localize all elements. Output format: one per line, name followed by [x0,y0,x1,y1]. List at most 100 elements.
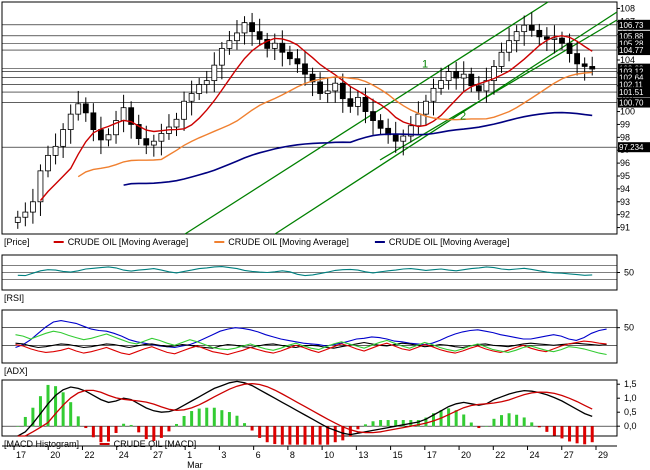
x-tick-label: 13 [358,450,368,460]
macd-histogram-bar [431,413,435,427]
candle [453,71,460,79]
macd-tick-label: 1,0 [624,393,637,403]
macd-histogram-bar [530,422,534,427]
x-tick-label: 8 [290,450,295,460]
macd-histogram-bar [159,426,163,438]
macd-histogram-bar [363,424,367,427]
candle [589,66,596,70]
price-level-label: 104.77 [619,46,644,55]
candle [67,113,74,130]
candle [551,37,558,40]
x-tick-label: 20 [461,450,471,460]
macd-histogram-bar [583,426,587,445]
price-tick-label: 108 [620,3,635,13]
x-tick-label: 17 [427,450,437,460]
rsi-tick-label: 50 [624,268,634,278]
macd-histogram-bar [447,408,451,427]
candle [574,53,581,65]
candle [279,42,286,53]
candle [460,73,467,79]
candle [226,40,233,49]
macd-histogram-bar [61,392,65,427]
ma-fast-line [39,34,593,201]
price-tick-label: 99 [620,119,630,129]
candle [29,201,36,213]
candle [256,31,263,40]
legend-item: [RSI] [4,293,24,303]
macd-histogram-bar [182,415,186,427]
x-tick-label: 22 [84,450,94,460]
macd-histogram-bar [288,426,292,445]
macd-histogram-bar [69,402,73,427]
candle [264,38,271,49]
candle [249,22,255,33]
price-tick-label: 92 [620,210,630,220]
price-tick-label: 95 [620,171,630,181]
macd-histogram-bar [84,426,88,429]
legend-item: [Price] [4,237,30,247]
candle [536,29,543,38]
candle [355,96,361,107]
candle [241,22,248,34]
candle [294,58,301,65]
macd-panel: 1,5 1,0 0,5 0,0 [MACD Histogram] CRUDE OIL [M… [1,379,637,449]
price-level-box [618,79,650,90]
macd-histogram-bar [424,417,428,427]
ma-mid-line [77,71,593,178]
macd-histogram-bar [371,421,375,427]
candle [203,80,210,85]
macd-histogram-bar [311,426,315,445]
price-level-box [618,97,650,108]
candle [98,129,104,141]
macd-histogram-bar [477,426,481,429]
candle [113,120,119,136]
macd-histogram-bar [318,426,322,445]
candle [332,82,339,92]
price-level-box [618,38,650,49]
macd-line [17,380,593,437]
adx-frame [1,309,618,364]
macd-histogram-bar [507,413,511,427]
price-level-label: 100.70 [619,99,644,108]
candle [37,170,44,203]
macd-histogram-bar [265,426,269,443]
candle [90,112,97,131]
legend-item: [MACD Histogram] [4,439,79,449]
x-tick-label: 24 [119,450,129,460]
legend-item: CRUDE OIL [Moving Average] [228,237,349,247]
candle [158,133,165,142]
candle [309,73,316,83]
candle [271,42,278,49]
adx-series-line [15,340,607,356]
price-level-box [618,19,650,30]
annotation-2: 2 [460,110,466,122]
macd-histogram-bar [560,426,564,439]
annotation-1: 1 [422,59,428,71]
candle [430,87,437,102]
macd-histogram-bar [522,417,526,427]
macd-histogram-bar [303,426,307,445]
macd-histogram-bar [167,426,171,432]
candle [438,80,444,89]
candle [128,107,135,125]
macd-histogram-bar [144,426,148,440]
price-tick-label: 98 [620,132,630,142]
candle [392,134,399,142]
price-level-box [618,45,650,56]
price-level-label: 106.73 [619,21,644,30]
candle [211,64,218,82]
macd-histogram-bar [114,426,118,433]
candle [528,24,535,31]
trend-line [184,1,549,235]
candle [475,85,482,92]
macd-histogram-bar [129,424,133,427]
candle [347,98,354,107]
adx-series-line [15,341,607,349]
macd-histogram-bar [190,411,194,427]
legend-item: CRUDE OIL [MACD] [114,439,197,449]
candle [143,138,150,146]
macd-histogram-bar [295,426,299,445]
candle [521,24,528,33]
price-level-label: 105.28 [619,40,644,49]
